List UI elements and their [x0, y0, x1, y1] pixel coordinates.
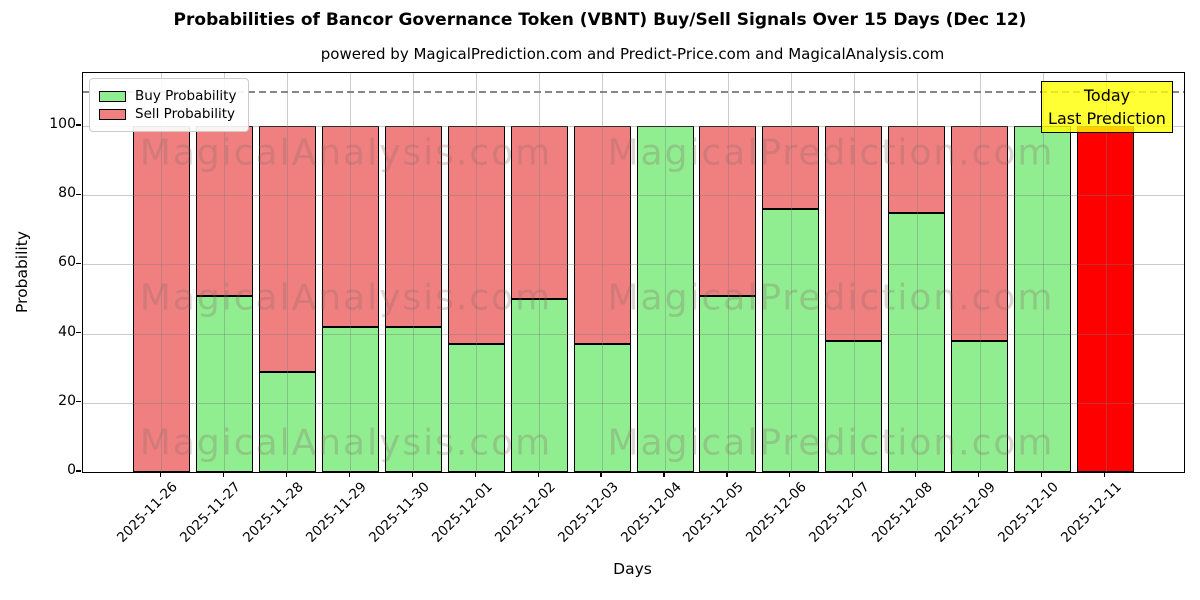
x-tick-mark [348, 472, 350, 477]
bar-segment-buy [951, 340, 1009, 472]
x-tick-mark [600, 472, 602, 477]
bar-segment-buy [1014, 126, 1072, 472]
x-tick-mark [474, 472, 476, 477]
bar-segment-sell [321, 126, 379, 327]
legend-item-sell: Sell Probability [99, 106, 236, 122]
bar-segment-sell [762, 126, 820, 210]
x-tick-mark [915, 472, 917, 477]
legend: Buy Probability Sell Probability [89, 78, 250, 132]
bar-segment-buy [510, 299, 568, 472]
watermark-layer: MagicalAnalysis.com MagicalPrediction.com… [83, 73, 1184, 472]
y-tick-label: 80 [58, 185, 76, 202]
bar-segment-buy [384, 326, 442, 472]
chart-title: Probabilities of Bancor Governance Token… [173, 10, 1027, 30]
x-tick-mark [1041, 472, 1043, 477]
y-tick-label: 40 [58, 323, 76, 340]
bar-segment-buy [447, 343, 505, 472]
x-tick-label: 2025-12-05 [680, 479, 748, 546]
legend-buy-label: Buy Probability [135, 88, 237, 104]
watermark-text: MagicalPrediction.com [607, 277, 1055, 319]
x-tick-mark [978, 472, 980, 477]
watermark-text: MagicalAnalysis.com [139, 132, 553, 174]
y-tick-label: 100 [49, 116, 76, 132]
bar-segment-sell [195, 126, 253, 296]
bar-segment-sell [573, 126, 631, 344]
x-tick-mark [1104, 472, 1106, 477]
today-annotation-line1: Today [1083, 86, 1131, 105]
x-tick-label: 2025-11-28 [239, 479, 307, 546]
x-tick-label: 2025-12-03 [554, 479, 622, 546]
x-axis-label: Days [613, 560, 652, 578]
bar-segment-sell [1077, 126, 1135, 472]
bar-segment-sell [510, 126, 568, 299]
bar-segment-buy [762, 209, 820, 472]
bar-segment-sell [258, 126, 316, 372]
x-tick-label: 2025-11-30 [365, 479, 433, 546]
threshold-dashed-line [83, 91, 1184, 93]
y-tick-mark [76, 470, 81, 472]
bar-segment-sell [132, 126, 190, 472]
buy-swatch-icon [99, 90, 126, 102]
x-tick-label: 2025-12-11 [1058, 479, 1125, 546]
watermark-text: MagicalPrediction.com [607, 422, 1055, 464]
y-tick-mark [76, 401, 81, 403]
bar-segment-buy [699, 295, 757, 472]
bar-segment-buy [636, 126, 694, 472]
chart-subtitle: powered by MagicalPrediction.com and Pre… [320, 45, 945, 63]
x-tick-mark [411, 472, 413, 477]
x-tick-mark [159, 472, 161, 477]
watermark-text: MagicalAnalysis.com [139, 277, 553, 319]
bar-segment-sell [888, 126, 946, 213]
x-tick-label: 2025-11-26 [113, 479, 181, 546]
bar-segment-buy [825, 340, 883, 472]
x-tick-label: 2025-12-08 [869, 479, 937, 546]
x-tick-label: 2025-12-02 [491, 479, 559, 546]
bar-segment-sell [951, 126, 1009, 341]
y-tick-mark [76, 262, 81, 264]
y-axis-label: Probability [13, 231, 31, 313]
today-annotation-line2: Last Prediction [1048, 109, 1166, 128]
watermark-text: MagicalAnalysis.com [139, 422, 553, 464]
legend-sell-label: Sell Probability [135, 106, 236, 122]
y-tick-mark [76, 193, 81, 195]
x-tick-mark [663, 472, 665, 477]
x-tick-mark [726, 472, 728, 477]
bar-segment-buy [888, 212, 946, 472]
y-tick-label: 0 [67, 462, 76, 478]
legend-item-buy: Buy Probability [99, 88, 236, 104]
x-tick-mark [789, 472, 791, 477]
y-tick-mark [76, 124, 81, 126]
x-tick-mark [222, 472, 224, 477]
y-tick-label: 60 [58, 254, 76, 271]
sell-swatch-icon [99, 108, 126, 120]
x-tick-label: 2025-12-04 [617, 479, 685, 546]
bar-segment-sell [447, 126, 505, 344]
x-tick-label: 2025-12-10 [995, 479, 1063, 546]
bars-layer [83, 73, 1184, 472]
x-tick-label: 2025-12-06 [743, 479, 811, 546]
today-annotation: Today Last Prediction [1041, 81, 1173, 133]
y-tick-label: 20 [58, 392, 76, 409]
bar-segment-buy [321, 326, 379, 472]
x-tick-label: 2025-12-01 [428, 479, 496, 546]
x-tick-label: 2025-12-07 [806, 479, 874, 546]
x-tick-mark [285, 472, 287, 477]
bar-segment-buy [573, 343, 631, 472]
bar-segment-sell [825, 126, 883, 341]
watermark-text: MagicalPrediction.com [607, 132, 1055, 174]
bar-segment-buy [195, 295, 253, 472]
x-tick-mark [852, 472, 854, 477]
y-tick-mark [76, 332, 81, 334]
bar-segment-sell [699, 126, 757, 296]
x-tick-label: 2025-12-09 [932, 479, 1000, 546]
plot-area: MagicalAnalysis.com MagicalPrediction.com… [82, 72, 1185, 473]
bar-segment-buy [258, 371, 316, 472]
x-tick-label: 2025-11-29 [302, 479, 370, 546]
x-tick-label: 2025-11-27 [176, 479, 244, 546]
x-tick-mark [537, 472, 539, 477]
bar-segment-sell [384, 126, 442, 327]
